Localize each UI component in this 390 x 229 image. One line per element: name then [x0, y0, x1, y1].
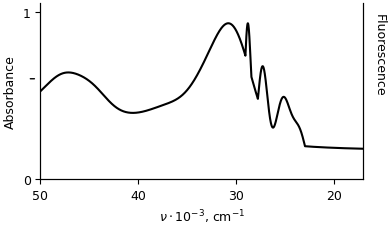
Y-axis label: Absorbance: Absorbance [4, 55, 17, 128]
X-axis label: $\nu \cdot 10^{-3}$, cm$^{-1}$: $\nu \cdot 10^{-3}$, cm$^{-1}$ [159, 207, 245, 225]
